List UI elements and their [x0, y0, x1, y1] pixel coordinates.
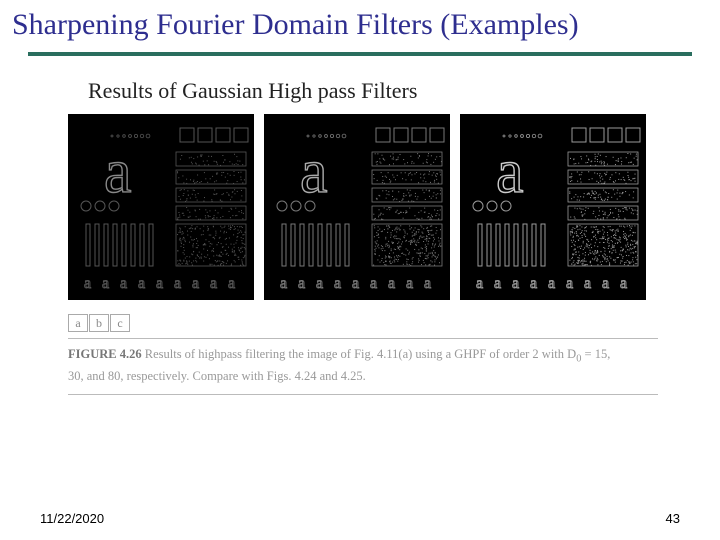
svg-text:a: a: [494, 275, 501, 292]
svg-text:a: a: [496, 138, 524, 206]
abc-a: a: [68, 314, 88, 332]
caption-line2: 30, and 80, respectively. Compare with F…: [68, 369, 366, 383]
svg-text:a: a: [334, 275, 341, 292]
abc-b: b: [89, 314, 109, 332]
svg-text:a: a: [316, 275, 323, 292]
svg-text:a: a: [406, 275, 413, 292]
svg-text:a: a: [584, 275, 591, 292]
svg-text:a: a: [566, 275, 573, 292]
svg-text:a: a: [388, 275, 395, 292]
svg-text:a: a: [602, 275, 609, 292]
footer: 11/22/2020 43: [0, 511, 720, 526]
svg-text:a: a: [424, 275, 431, 292]
caption-tail: = 15,: [581, 347, 610, 361]
figure-label: FIGURE 4.26: [68, 347, 142, 361]
abc-row: a b c: [68, 314, 680, 332]
svg-text:a: a: [102, 275, 109, 292]
page-title: Sharpening Fourier Domain Filters (Examp…: [0, 0, 720, 52]
caption-area: a b c FIGURE 4.26 Results of highpass fi…: [60, 300, 680, 395]
svg-text:a: a: [104, 138, 132, 206]
svg-text:a: a: [84, 275, 91, 292]
caption-bottom-rule: [68, 394, 658, 395]
svg-text:a: a: [174, 275, 181, 292]
svg-text:a: a: [548, 275, 555, 292]
svg-text:a: a: [476, 275, 483, 292]
figure-caption: FIGURE 4.26 Results of highpass filterin…: [68, 345, 680, 386]
svg-text:a: a: [352, 275, 359, 292]
footer-page: 43: [666, 511, 680, 526]
footer-date: 11/22/2020: [40, 511, 104, 526]
caption-line1: Results of highpass filtering the image …: [145, 347, 576, 361]
svg-text:a: a: [138, 275, 145, 292]
abc-c: c: [110, 314, 130, 332]
svg-text:a: a: [120, 275, 127, 292]
svg-text:a: a: [156, 275, 163, 292]
content-area: Results of Gaussian High pass Filters aa…: [0, 56, 720, 395]
svg-text:a: a: [620, 275, 627, 292]
svg-text:a: a: [192, 275, 199, 292]
svg-text:a: a: [530, 275, 537, 292]
panel-row: aaaaaaaaaa aaaaaaaaaa aaaaaaaaaa: [60, 114, 680, 300]
panel-c: aaaaaaaaaa: [460, 114, 646, 300]
subtitle: Results of Gaussian High pass Filters: [60, 78, 680, 114]
panel-a: aaaaaaaaaa: [68, 114, 254, 300]
svg-text:a: a: [370, 275, 377, 292]
svg-text:a: a: [210, 275, 217, 292]
svg-text:a: a: [228, 275, 235, 292]
caption-top-rule: [68, 338, 658, 339]
panel-b: aaaaaaaaaa: [264, 114, 450, 300]
svg-text:a: a: [512, 275, 519, 292]
svg-text:a: a: [298, 275, 305, 292]
svg-text:a: a: [280, 275, 287, 292]
svg-text:a: a: [300, 138, 328, 206]
